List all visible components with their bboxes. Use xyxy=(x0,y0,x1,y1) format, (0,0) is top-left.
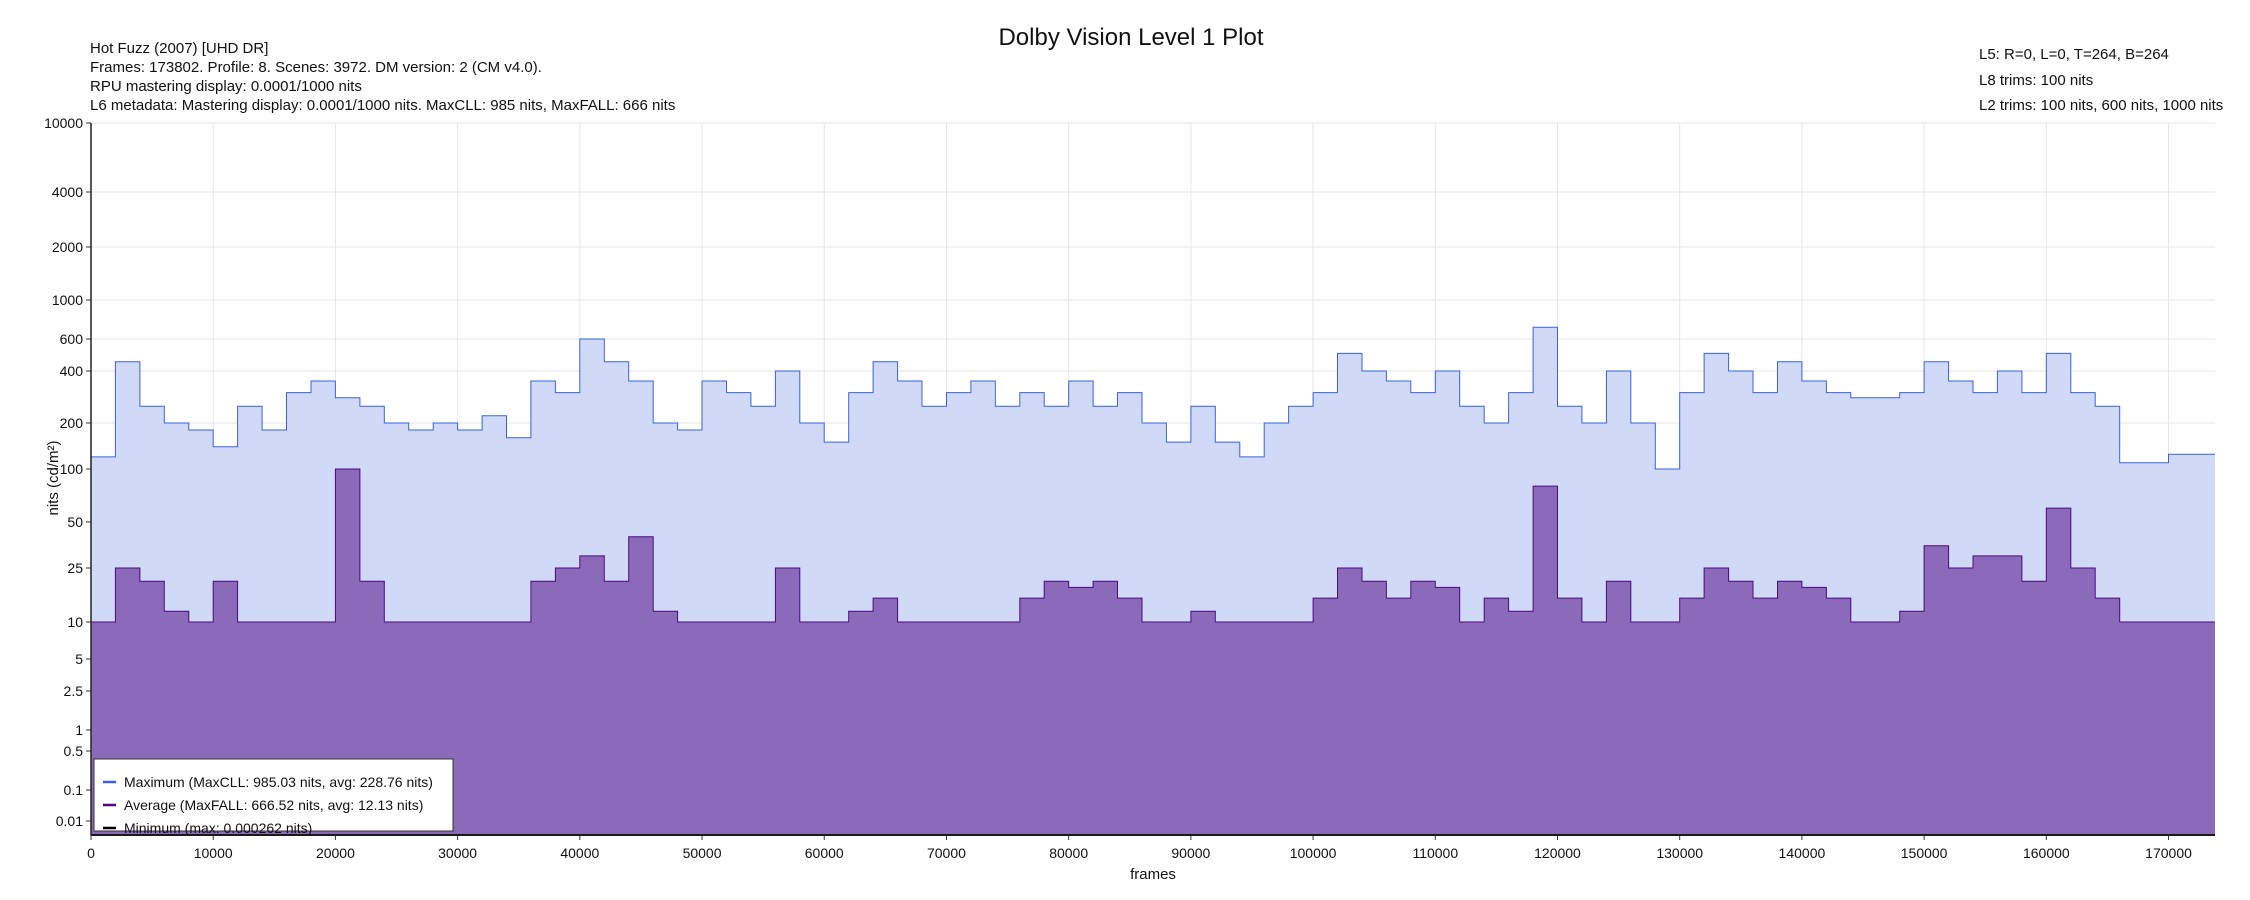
legend-label-minimum: Minimum (max: 0.000262 nits) xyxy=(124,820,312,836)
series-layer xyxy=(91,326,2215,836)
x-tick-label: 110000 xyxy=(1412,845,1458,861)
y-tick-label: 1000 xyxy=(52,292,83,308)
info-line-rpu: RPU mastering display: 0.0001/1000 nits xyxy=(90,78,362,95)
x-tick-label: 120000 xyxy=(1534,845,1581,861)
x-tick-label: 90000 xyxy=(1171,845,1210,861)
series-average-line xyxy=(91,468,2215,623)
y-tick-label: 4000 xyxy=(52,184,83,200)
info-line-title: Hot Fuzz (2007) [UHD DR] xyxy=(90,40,268,57)
info-line-l6: L6 metadata: Mastering display: 0.0001/1… xyxy=(90,97,675,114)
series-maximum-line xyxy=(91,326,2215,470)
x-tick-label: 170000 xyxy=(2145,845,2192,861)
y-axis-label: nits (cd/m²) xyxy=(45,440,62,515)
y-tick-label: 2.5 xyxy=(64,683,84,699)
x-tick-label: 140000 xyxy=(1779,845,1826,861)
y-tick-label: 1 xyxy=(75,722,83,738)
legend-label-maximum: Maximum (MaxCLL: 985.03 nits, avg: 228.7… xyxy=(124,774,433,790)
y-tick-label: 100 xyxy=(60,461,84,477)
info-left: Hot Fuzz (2007) [UHD DR] Frames: 173802.… xyxy=(90,40,675,114)
y-tick-label: 10000 xyxy=(44,115,83,131)
y-tick-label: 0.01 xyxy=(56,813,83,829)
legend-box xyxy=(93,758,454,832)
x-tick-label: 30000 xyxy=(438,845,477,861)
x-tick-label: 0 xyxy=(87,845,95,861)
x-tick-label: 50000 xyxy=(683,845,722,861)
x-axis-label: frames xyxy=(1130,866,1176,883)
y-tick-label: 2000 xyxy=(52,239,83,255)
x-tick-label: 20000 xyxy=(316,845,355,861)
y-tick-label: 0.1 xyxy=(64,782,84,798)
x-tick-label: 40000 xyxy=(560,845,599,861)
y-tick-label: 0.5 xyxy=(64,743,84,759)
x-tick-label: 160000 xyxy=(2023,845,2070,861)
x-tick-label: 70000 xyxy=(927,845,966,861)
x-tick-label: 10000 xyxy=(194,845,233,861)
x-tick-label: 80000 xyxy=(1049,845,1088,861)
axes: 0 10000 20000 30000 40000 50000 60000 70000 8000… xyxy=(44,115,2215,861)
y-tick-label: 25 xyxy=(67,560,83,576)
x-tick-label: 130000 xyxy=(1656,845,1703,861)
y-tick-label: 200 xyxy=(60,415,84,431)
y-tick-label: 5 xyxy=(75,651,83,667)
info-line-l8: L8 trims: 100 nits xyxy=(1979,72,2093,89)
legend: Maximum (MaxCLL: 985.03 nits, avg: 228.7… xyxy=(93,758,454,836)
legend-label-average: Average (MaxFALL: 666.52 nits, avg: 12.1… xyxy=(124,797,423,813)
y-tick-label: 600 xyxy=(60,331,84,347)
x-tick-label: 150000 xyxy=(1901,845,1948,861)
series-average-area xyxy=(91,469,2215,835)
chart-title: Dolby Vision Level 1 Plot xyxy=(998,24,1263,51)
y-tick-label: 50 xyxy=(67,514,83,530)
y-tick-label: 10 xyxy=(67,614,83,630)
x-tick-label: 100000 xyxy=(1290,845,1337,861)
info-right: L5: R=0, L=0, T=264, B=264 L8 trims: 100… xyxy=(1979,46,2223,114)
info-line-l2: L2 trims: 100 nits, 600 nits, 1000 nits xyxy=(1979,97,2223,114)
y-tick-label: 400 xyxy=(60,363,84,379)
info-line-l5: L5: R=0, L=0, T=264, B=264 xyxy=(1979,46,2169,63)
x-tick-label: 60000 xyxy=(805,845,844,861)
info-line-frames: Frames: 173802. Profile: 8. Scenes: 3972… xyxy=(90,59,542,76)
